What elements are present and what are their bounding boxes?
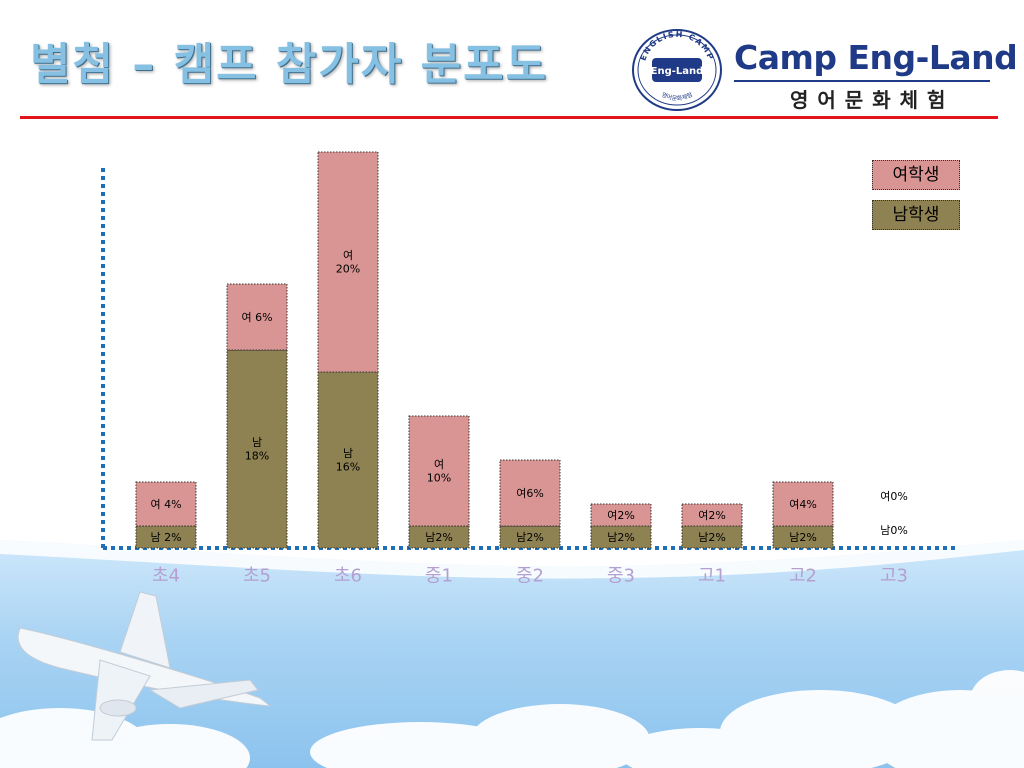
bar-female-3 (317, 151, 379, 373)
bar-female-6 (590, 503, 652, 527)
data-label-female-7: 여2% (698, 509, 726, 522)
legend-male-label: 남학생 (892, 205, 940, 225)
x-tick-label-9: 고3 (880, 565, 908, 586)
data-label-male-1: 남 2% (150, 531, 181, 544)
legend-female-label: 여학생 (892, 165, 940, 185)
data-label-male-7: 남2% (698, 531, 726, 544)
data-label-female-1: 여 4% (150, 498, 181, 511)
x-tick-label-2: 초5 (243, 565, 271, 586)
sky-background (0, 540, 1024, 768)
data-label-female-9: 여0% (880, 490, 908, 503)
brand-name: Camp Eng-Land (734, 38, 1018, 77)
data-label-male-8: 남2% (789, 531, 817, 544)
x-tick-label-6: 중3 (607, 565, 635, 586)
cloud-shapes (0, 670, 1024, 768)
x-tick-label-8: 고2 (789, 565, 817, 586)
data-label-male-4: 남2% (425, 531, 453, 544)
brand-subtitle: 영어문화체험 (790, 88, 955, 112)
bar-female-4 (408, 415, 470, 527)
bar-female-7 (681, 503, 743, 527)
data-label-female-2: 여 6% (241, 311, 272, 324)
brand-underline (734, 80, 990, 82)
x-tick-label-4: 중1 (425, 565, 453, 586)
legend-female: 여학생 (872, 160, 960, 190)
x-tick-label-3: 초6 (334, 565, 362, 586)
data-label-female-8: 여4% (789, 498, 817, 511)
data-label-male-6: 남2% (607, 531, 635, 544)
data-label-male-2: 남 18% (245, 436, 269, 463)
airplane-icon (17, 591, 272, 741)
bar-male-3 (317, 371, 379, 549)
x-tick-label-1: 초4 (152, 565, 180, 586)
data-label-male-3: 남 16% (336, 447, 360, 474)
bar-female-2 (226, 283, 288, 351)
x-tick-label-5: 중2 (516, 565, 544, 586)
data-label-male-5: 남2% (516, 531, 544, 544)
bar-female-5 (499, 459, 561, 527)
bar-female-1 (135, 481, 197, 527)
x-tick-label-7: 고1 (698, 565, 726, 586)
svg-text:영어문화체험: 영어문화체험 (660, 91, 693, 103)
svg-text:Eng-Land: Eng-Land (651, 66, 704, 77)
data-label-female-4: 여 10% (427, 458, 451, 485)
data-label-male-9: 남0% (880, 524, 908, 537)
data-label-female-6: 여2% (607, 509, 635, 522)
legend-male: 남학생 (872, 200, 960, 230)
data-label-female-5: 여6% (516, 487, 544, 500)
bar-male-2 (226, 349, 288, 549)
bar-female-8 (772, 481, 834, 527)
camp-seal-logo: ENGLISH CAMP 영어문화체험 Eng-Land (632, 29, 722, 111)
title-divider (20, 116, 998, 119)
data-label-female-3: 여 20% (336, 249, 360, 276)
slide-title: 별첨 – 캠프 참가자 분포도 (30, 39, 549, 90)
